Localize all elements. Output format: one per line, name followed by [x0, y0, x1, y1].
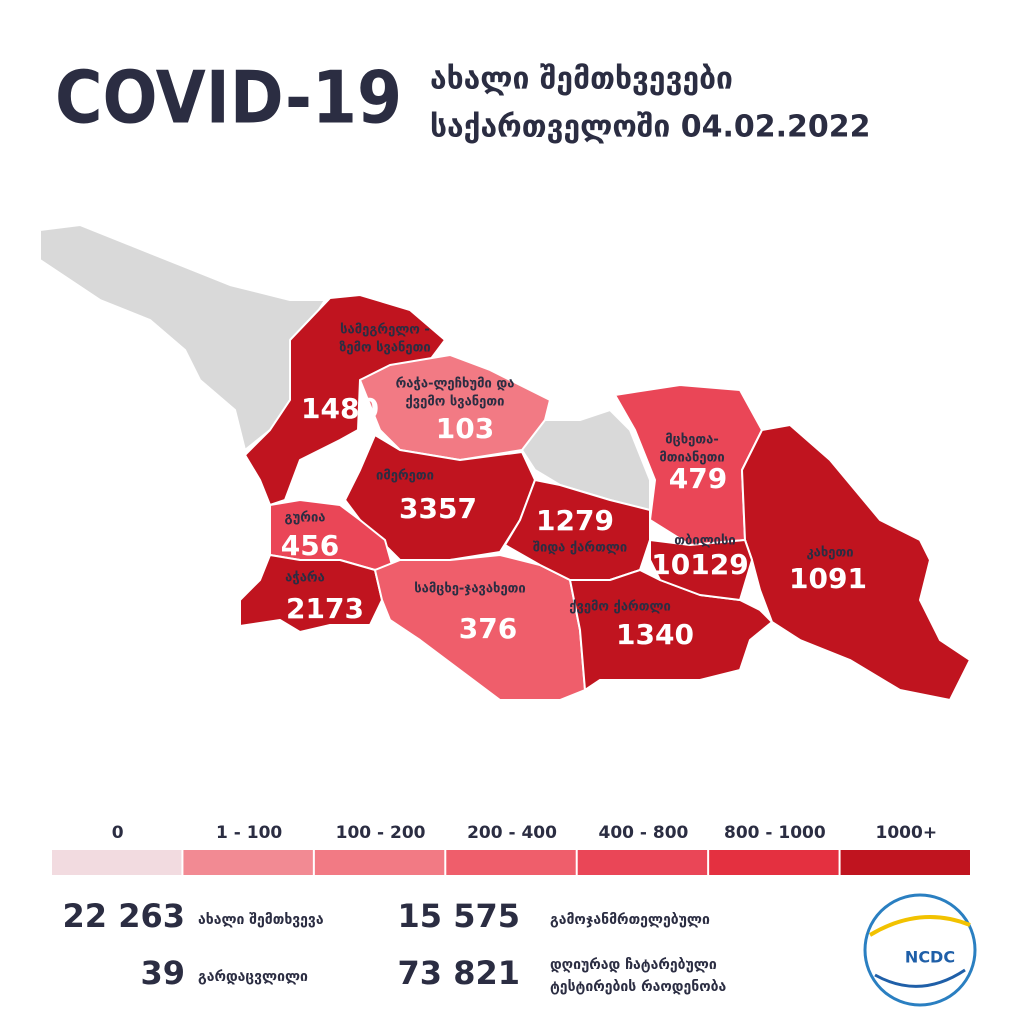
legend-label: 1 - 100 [216, 823, 282, 843]
region-value: 479 [669, 462, 727, 495]
region-name: ქვემო ქართლი [569, 600, 671, 615]
legend-swatch [183, 850, 313, 875]
stat-value: 73 821 [398, 954, 520, 992]
ncdc-logo: NCDC [863, 893, 977, 1007]
region-value: 2173 [286, 592, 364, 625]
region-value: 376 [459, 612, 517, 645]
stat-label: გარდაცვლილი [198, 969, 308, 985]
title: COVID-19 [55, 56, 402, 140]
region-name: სამეგრელო - [340, 323, 430, 338]
region-value: 1340 [616, 618, 694, 651]
stat-label: გამოჯანმრთელებული [550, 912, 710, 928]
region [239, 554, 383, 633]
region [649, 539, 753, 601]
legend-swatch [314, 850, 445, 875]
legend-swatch [840, 850, 970, 875]
region-value: 3357 [399, 492, 477, 525]
region-name: მცხეთა- [665, 433, 718, 448]
region [359, 354, 551, 461]
region-name: გურია [285, 511, 326, 526]
region-name: იმერეთი [376, 469, 434, 484]
region [569, 569, 773, 691]
stat-value: 39 [140, 954, 185, 992]
legend-swatch [446, 850, 576, 875]
legend-label: 1000+ [876, 823, 938, 843]
subtitle: საქართველოში 04.02.2022 [430, 110, 871, 145]
region-name: ზემო სვანეთი [339, 341, 430, 356]
region [244, 294, 446, 506]
map [39, 224, 971, 701]
region-name: აჭარა [285, 571, 325, 586]
region [344, 434, 536, 561]
stat-label: ახალი შემთხვევა [198, 912, 324, 928]
legend-label: 100 - 200 [336, 823, 426, 843]
legend-label: 200 - 400 [467, 823, 557, 843]
stat-value: 22 263 [63, 897, 185, 935]
legend-swatch [709, 850, 839, 875]
region-name: მთიანეთი [659, 451, 724, 466]
stat-label: ტესტირების რაოდენობა [550, 979, 726, 995]
region-name: სამცხე-ჯავახეთი [414, 582, 526, 597]
region-value: 10129 [651, 548, 748, 581]
legend-label: 400 - 800 [598, 823, 688, 843]
legend-label: 0 [112, 823, 124, 843]
region-name: რაჭა-ლეჩხუმი და [396, 377, 515, 392]
logo-text: NCDC [905, 948, 955, 967]
stat-label: დღიურად ჩატარებული [550, 957, 717, 973]
region-name: შიდა ქართლი [533, 541, 627, 556]
region-value: 456 [281, 529, 339, 562]
region-value: 1480 [301, 392, 379, 425]
region-name: კახეთი [806, 546, 853, 561]
region-value: 1091 [789, 562, 867, 595]
legend-swatch [52, 850, 182, 875]
region-name: ქვემო სვანეთი [406, 395, 505, 410]
region-value: 103 [436, 412, 494, 445]
region-value: 1279 [536, 504, 614, 537]
legend-swatch [577, 850, 708, 875]
legend-label: 800 - 1000 [724, 823, 826, 843]
stat-value: 15 575 [398, 897, 520, 935]
region-name: თბილისი [674, 534, 735, 549]
subtitle: ახალი შემთხვევები [430, 62, 733, 97]
